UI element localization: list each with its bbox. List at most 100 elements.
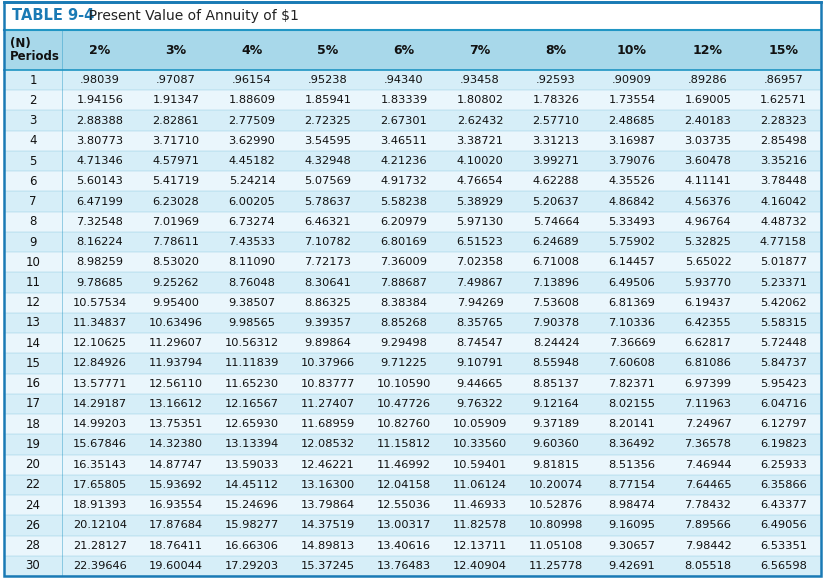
Text: 6.53351: 6.53351: [760, 541, 807, 550]
Text: 8.53020: 8.53020: [153, 258, 200, 267]
Text: 5.75902: 5.75902: [609, 237, 656, 247]
Text: 5.78637: 5.78637: [304, 197, 351, 206]
Text: 14.45112: 14.45112: [225, 480, 279, 490]
Bar: [4, 434, 821, 455]
Text: 1.62571: 1.62571: [760, 95, 807, 106]
Text: 14.32380: 14.32380: [149, 440, 203, 450]
Text: 10.20074: 10.20074: [529, 480, 583, 490]
Text: 4.11141: 4.11141: [685, 176, 732, 186]
Text: 2.82861: 2.82861: [153, 115, 200, 126]
Bar: [4, 232, 821, 252]
Bar: [4, 70, 821, 90]
Text: 4.56376: 4.56376: [685, 197, 732, 206]
Text: 11.46933: 11.46933: [453, 500, 507, 510]
Text: 9.37189: 9.37189: [532, 419, 579, 429]
Text: 4.45182: 4.45182: [229, 156, 276, 166]
Text: 10.80998: 10.80998: [529, 520, 583, 530]
Text: .98039: .98039: [80, 75, 120, 85]
Text: 6.49056: 6.49056: [760, 520, 807, 530]
Text: 5.20637: 5.20637: [533, 197, 579, 206]
Text: 10.37966: 10.37966: [301, 358, 355, 368]
Text: 14.89813: 14.89813: [301, 541, 355, 550]
Text: 26: 26: [26, 519, 40, 532]
Text: 5.84737: 5.84737: [760, 358, 807, 368]
Text: 6.24689: 6.24689: [533, 237, 579, 247]
Text: 8.35765: 8.35765: [456, 318, 503, 328]
Text: .93458: .93458: [460, 75, 500, 85]
Text: 30: 30: [26, 559, 40, 572]
Text: 5.72448: 5.72448: [760, 338, 807, 348]
Text: 10.33560: 10.33560: [453, 440, 507, 450]
Text: 6.47199: 6.47199: [77, 197, 124, 206]
Text: 5: 5: [30, 155, 36, 168]
Text: 18.91393: 18.91393: [73, 500, 127, 510]
Text: 15.98277: 15.98277: [225, 520, 279, 530]
Text: 2.67301: 2.67301: [380, 115, 427, 126]
Text: 6.97399: 6.97399: [685, 379, 732, 389]
Text: 4.48732: 4.48732: [760, 217, 807, 227]
Text: 5%: 5%: [318, 44, 338, 56]
Text: 8.51356: 8.51356: [609, 460, 656, 470]
Text: 13: 13: [26, 317, 40, 329]
Text: 2.40183: 2.40183: [685, 115, 732, 126]
Text: 12.65930: 12.65930: [225, 419, 279, 429]
Text: 8%: 8%: [545, 44, 567, 56]
Text: 12.10625: 12.10625: [73, 338, 127, 348]
Text: 13.76483: 13.76483: [377, 561, 431, 571]
Text: 12: 12: [26, 296, 40, 309]
Text: 10.52876: 10.52876: [529, 500, 583, 510]
Text: 14.29187: 14.29187: [73, 399, 127, 409]
Text: 9.39357: 9.39357: [304, 318, 351, 328]
Bar: [4, 30, 821, 70]
Bar: [4, 252, 821, 273]
Text: 7.36578: 7.36578: [685, 440, 732, 450]
Text: 1.78326: 1.78326: [533, 95, 579, 106]
Text: 9.38507: 9.38507: [229, 298, 276, 308]
Bar: [4, 515, 821, 535]
Text: 10: 10: [26, 256, 40, 269]
Text: 8.86325: 8.86325: [304, 298, 351, 308]
Text: 13.59033: 13.59033: [224, 460, 279, 470]
Text: 3.38721: 3.38721: [456, 136, 503, 146]
Text: 11.06124: 11.06124: [453, 480, 507, 490]
Text: 12.13711: 12.13711: [453, 541, 507, 550]
Text: 11.11839: 11.11839: [224, 358, 279, 368]
Text: 11.29607: 11.29607: [149, 338, 203, 348]
Text: TABLE 9-4: TABLE 9-4: [12, 9, 94, 24]
Text: 13.79864: 13.79864: [301, 500, 355, 510]
Text: 15.93692: 15.93692: [149, 480, 203, 490]
Text: 8.05518: 8.05518: [685, 561, 732, 571]
Bar: [4, 374, 821, 394]
Text: 6.00205: 6.00205: [229, 197, 276, 206]
Text: 3.71710: 3.71710: [153, 136, 200, 146]
Text: 9.42691: 9.42691: [609, 561, 655, 571]
Text: 8.98474: 8.98474: [609, 500, 655, 510]
Text: 7.89566: 7.89566: [685, 520, 732, 530]
Text: 13.16612: 13.16612: [149, 399, 203, 409]
Text: 13.57771: 13.57771: [73, 379, 127, 389]
Text: .96154: .96154: [232, 75, 271, 85]
Text: 4.10020: 4.10020: [456, 156, 503, 166]
Text: 2%: 2%: [89, 44, 111, 56]
Text: 9.44665: 9.44665: [457, 379, 503, 389]
Text: 5.97130: 5.97130: [456, 217, 503, 227]
Text: 16.93554: 16.93554: [149, 500, 203, 510]
Text: 15.67846: 15.67846: [73, 440, 127, 450]
Text: 22: 22: [26, 478, 40, 491]
Text: 4.57971: 4.57971: [153, 156, 200, 166]
Text: 9.60360: 9.60360: [533, 440, 579, 450]
Text: 3.78448: 3.78448: [760, 176, 807, 186]
Text: 3.80773: 3.80773: [77, 136, 124, 146]
Text: 11.15812: 11.15812: [377, 440, 431, 450]
Text: 7.32548: 7.32548: [77, 217, 124, 227]
Text: 7.88687: 7.88687: [380, 277, 427, 288]
Text: 7.36009: 7.36009: [380, 258, 427, 267]
Text: 6%: 6%: [394, 44, 414, 56]
Text: 11.34837: 11.34837: [73, 318, 127, 328]
Text: 10.59401: 10.59401: [453, 460, 507, 470]
Text: 20.12104: 20.12104: [73, 520, 127, 530]
Text: 3.31213: 3.31213: [532, 136, 579, 146]
Text: 6.04716: 6.04716: [760, 399, 807, 409]
Text: 9.29498: 9.29498: [380, 338, 427, 348]
Text: 6.19437: 6.19437: [685, 298, 732, 308]
